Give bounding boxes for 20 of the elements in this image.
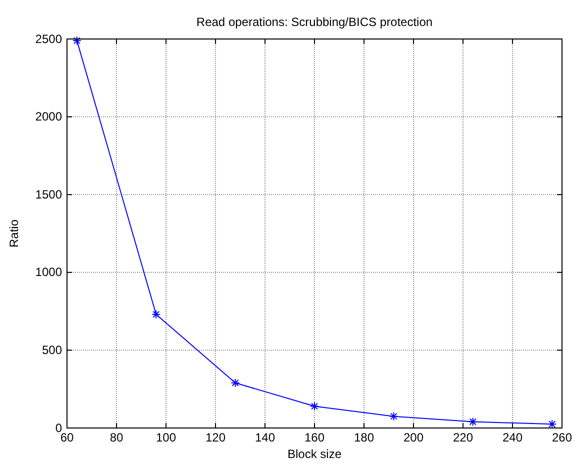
x-tick-label: 260 <box>552 430 572 445</box>
x-tick-label: 180 <box>354 430 374 445</box>
x-tick-label: 220 <box>452 430 474 445</box>
y-tick-label: 2500 <box>35 32 62 46</box>
x-axis-title: Block size <box>287 447 342 461</box>
y-tick-label: 500 <box>42 343 62 358</box>
chart-title: Read operations: Scrubbing/BICS protection <box>196 15 433 29</box>
x-tick-label: 100 <box>156 430 176 445</box>
x-tick-label: 60 <box>60 430 74 445</box>
y-tick-label: 2000 <box>35 110 62 124</box>
x-tick-label: 240 <box>502 430 523 445</box>
x-tick-label: 160 <box>304 430 325 445</box>
y-tick-label: 1500 <box>35 187 62 202</box>
x-tick-label: 80 <box>110 430 124 445</box>
y-tick-label: 1000 <box>35 265 62 280</box>
x-tick-label: 120 <box>205 430 226 445</box>
y-axis-title: Ratio <box>7 219 21 248</box>
y-tick-label: 0 <box>55 420 62 435</box>
x-tick-label: 140 <box>254 430 276 445</box>
x-tick-label: 200 <box>403 430 424 445</box>
